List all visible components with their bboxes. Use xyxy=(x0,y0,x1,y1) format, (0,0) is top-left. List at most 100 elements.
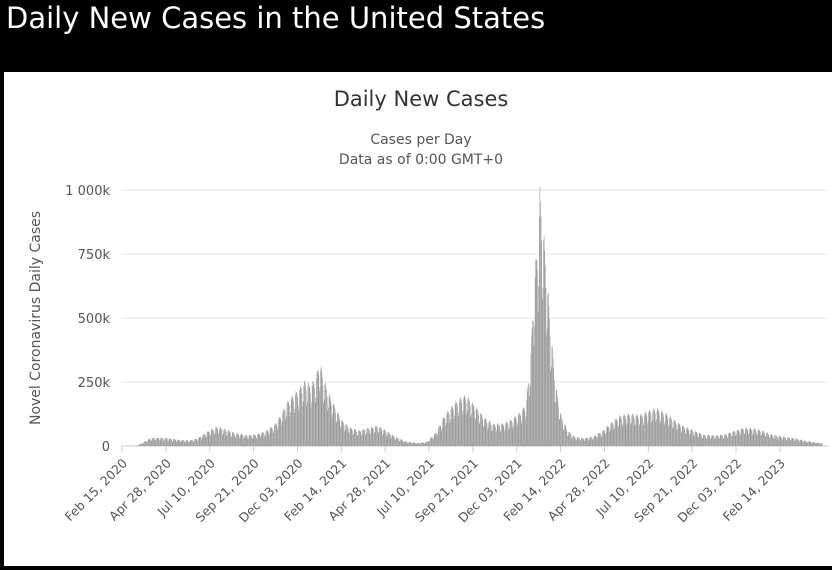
bar xyxy=(230,432,231,446)
bar xyxy=(612,423,613,447)
bar xyxy=(776,436,777,446)
bar xyxy=(281,425,282,446)
bar xyxy=(394,436,395,446)
bar xyxy=(740,434,741,446)
bar xyxy=(295,395,296,446)
bar xyxy=(413,443,414,446)
bar xyxy=(338,414,339,446)
bar xyxy=(341,426,342,446)
bar xyxy=(767,433,768,446)
bar xyxy=(445,426,446,446)
bar xyxy=(395,440,396,446)
bar xyxy=(526,416,527,446)
bar xyxy=(486,419,487,446)
bar xyxy=(156,438,157,446)
bar xyxy=(241,434,242,446)
bar xyxy=(651,415,652,446)
bar xyxy=(162,438,163,446)
bar xyxy=(513,426,514,446)
bar xyxy=(821,443,822,446)
bar xyxy=(668,419,669,446)
bar xyxy=(273,431,274,446)
bar xyxy=(711,438,712,446)
bar xyxy=(589,437,590,446)
bar xyxy=(549,306,550,446)
bar xyxy=(751,429,752,446)
bar xyxy=(650,412,651,446)
bar xyxy=(439,426,440,446)
bar xyxy=(809,441,810,446)
bar xyxy=(437,434,438,446)
bar xyxy=(243,439,244,446)
bar xyxy=(377,428,378,446)
bar xyxy=(276,423,277,446)
bar xyxy=(788,437,789,446)
y-tick-label: 0 xyxy=(102,440,110,455)
bar xyxy=(421,444,422,446)
bar xyxy=(772,435,773,446)
bar xyxy=(656,422,657,446)
bar xyxy=(794,441,795,446)
bar xyxy=(698,436,699,446)
bar xyxy=(358,435,359,446)
bar xyxy=(654,411,655,447)
bar xyxy=(636,416,637,446)
bar xyxy=(496,432,497,446)
bar xyxy=(457,403,458,446)
bar xyxy=(541,216,542,446)
bar xyxy=(711,436,712,446)
bar xyxy=(484,419,485,446)
bar xyxy=(783,437,784,446)
bar xyxy=(687,428,688,446)
bar xyxy=(398,438,399,446)
bar xyxy=(816,443,817,446)
bar xyxy=(597,437,598,446)
bar xyxy=(537,260,538,446)
bar xyxy=(369,430,370,446)
bar xyxy=(526,400,527,446)
bar xyxy=(617,422,618,446)
bar xyxy=(708,435,709,446)
bar xyxy=(642,416,643,446)
bar xyxy=(740,435,741,446)
bar xyxy=(329,396,330,446)
bar xyxy=(306,406,307,446)
bar xyxy=(617,420,618,446)
bar xyxy=(324,385,325,446)
bar xyxy=(603,430,604,446)
bar xyxy=(568,432,569,446)
bar xyxy=(734,431,735,446)
bar xyxy=(311,402,312,446)
bar xyxy=(645,413,646,446)
bar xyxy=(484,426,485,447)
bar xyxy=(653,408,654,446)
bar xyxy=(146,441,147,446)
bar xyxy=(475,420,476,446)
bar xyxy=(250,435,251,446)
bar xyxy=(308,383,309,446)
bar xyxy=(388,432,389,446)
bar xyxy=(397,437,398,446)
bar xyxy=(671,418,672,446)
bar xyxy=(811,442,812,446)
bar xyxy=(767,432,768,446)
bar xyxy=(265,436,266,446)
bar xyxy=(559,419,560,446)
bar xyxy=(382,431,383,446)
bar xyxy=(818,443,819,446)
bar xyxy=(702,438,703,446)
bar xyxy=(416,444,417,446)
bar xyxy=(181,442,182,446)
bar xyxy=(666,415,667,446)
bar xyxy=(754,428,755,446)
bar xyxy=(469,402,470,446)
bar xyxy=(657,408,658,446)
bar xyxy=(580,440,581,446)
bar xyxy=(735,436,736,446)
bar xyxy=(556,390,557,446)
bar xyxy=(805,440,806,446)
bar xyxy=(490,423,491,446)
bar xyxy=(324,399,325,446)
bar xyxy=(794,439,795,446)
bar xyxy=(222,431,223,446)
